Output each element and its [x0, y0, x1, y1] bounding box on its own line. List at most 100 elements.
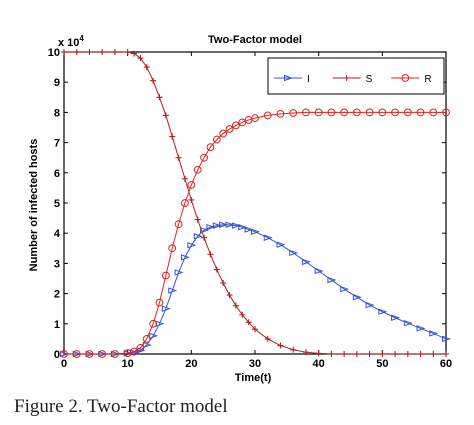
x-tick-label: 20: [185, 358, 197, 370]
plot-frame: [63, 51, 447, 355]
data-point: [187, 242, 197, 249]
y-exponent-label: x 104: [58, 34, 84, 49]
data-point: [251, 228, 260, 235]
data-point: [200, 226, 210, 234]
data-point: [430, 351, 437, 357]
data-point: [365, 108, 374, 117]
data-point: [180, 254, 190, 261]
data-point: [220, 280, 227, 287]
data-point: [314, 267, 324, 275]
data-point: [231, 222, 241, 229]
data-point: [401, 74, 410, 82]
legend-label: S: [366, 74, 373, 85]
data-point: [276, 110, 285, 118]
data-point: [264, 335, 271, 342]
data-point: [200, 153, 208, 162]
data-point: [73, 49, 80, 55]
data-point: [194, 216, 201, 223]
data-point: [392, 351, 399, 357]
x-tick-label: 0: [61, 358, 67, 370]
data-point: [416, 108, 425, 117]
plot-area: [64, 52, 446, 354]
data-point: [378, 108, 387, 117]
data-point: [60, 350, 68, 358]
data-point: [131, 50, 138, 57]
data-point: [244, 226, 254, 233]
data-point: [328, 351, 335, 357]
y-tick-label: 10: [48, 47, 60, 59]
data-point: [225, 221, 235, 228]
x-tick-label: 10: [122, 358, 134, 370]
chart-title: Two-Factor model: [208, 34, 302, 46]
data-point: [181, 175, 188, 182]
y-tick-label: 8: [54, 107, 60, 119]
data-point: [239, 311, 246, 318]
data-point: [168, 244, 177, 253]
legend-label: I: [307, 74, 310, 85]
data-point: [98, 350, 107, 358]
data-point: [341, 351, 348, 357]
data-point: [232, 302, 239, 309]
data-point: [327, 108, 336, 117]
data-point: [213, 266, 220, 273]
y-tick-label: 7: [54, 138, 60, 150]
data-point: [225, 125, 234, 133]
data-point: [212, 135, 221, 144]
data-point: [277, 342, 284, 349]
data-point: [403, 319, 413, 327]
y-tick-label: 1: [54, 319, 60, 331]
data-point: [340, 285, 350, 293]
axes: 0 10 20 30 40 50 60 0 1 2 3 4 5 6 7 8 9 10: [48, 47, 452, 370]
figure-caption: Figure 2. Two-Factor model: [14, 396, 228, 417]
data-point: [302, 108, 310, 117]
data-point: [61, 49, 67, 55]
data-point: [226, 292, 233, 299]
data-point: [245, 319, 252, 326]
data-point: [391, 314, 401, 321]
data-point: [442, 108, 450, 117]
data-point: [442, 335, 451, 343]
series-R: [60, 108, 450, 358]
data-point: [181, 199, 189, 207]
data-point: [417, 351, 424, 357]
x-tick-label: 30: [249, 358, 261, 370]
data-point: [187, 180, 196, 189]
data-point: [443, 351, 449, 357]
x-tick-label: 40: [313, 358, 325, 370]
data-point: [252, 326, 258, 333]
data-point: [416, 325, 426, 332]
legend-item: R: [391, 74, 432, 85]
data-point: [290, 346, 297, 353]
data-point: [238, 223, 248, 231]
y-axis-label: Number of infected hosts: [28, 139, 40, 272]
series-line: [64, 111, 446, 355]
plot-background: [64, 52, 446, 354]
data-point: [111, 49, 118, 55]
data-point: [72, 350, 81, 358]
data-point: [219, 129, 228, 138]
data-point: [142, 341, 152, 349]
data-point: [284, 74, 293, 82]
y-tick-label: 6: [54, 168, 60, 180]
data-point: [150, 77, 157, 84]
data-point: [137, 55, 144, 62]
data-point: [212, 222, 222, 229]
data-point: [232, 121, 240, 130]
y-tick-label: 9: [54, 77, 60, 89]
data-point: [201, 234, 208, 241]
data-point: [251, 114, 259, 123]
data-point: [207, 251, 214, 258]
data-point: [366, 351, 373, 357]
data-point: [142, 335, 151, 343]
x-axis-label: Time(t): [235, 372, 272, 384]
series-layer: [60, 49, 451, 358]
data-point: [301, 258, 311, 266]
data-point: [403, 108, 412, 117]
data-point: [353, 351, 360, 357]
data-point: [155, 298, 164, 307]
legend-box: [267, 57, 445, 95]
data-point: [289, 249, 299, 257]
data-point: [206, 223, 216, 231]
legend-label: R: [424, 74, 431, 85]
